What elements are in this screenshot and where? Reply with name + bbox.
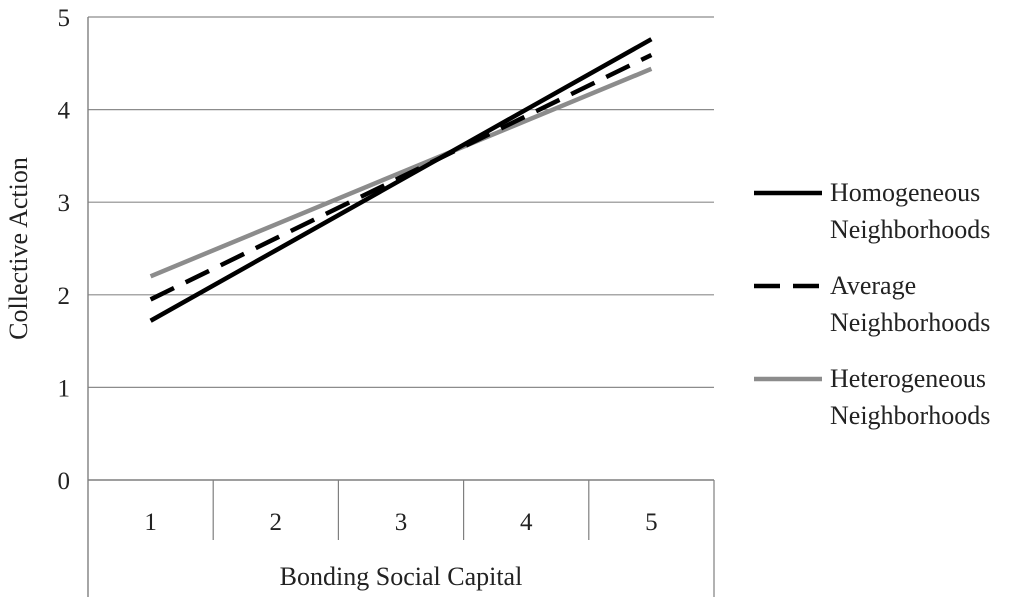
y-tick-label: 5 [58, 5, 71, 32]
series-lines [149, 37, 653, 323]
x-axis-title: Bonding Social Capital [280, 562, 523, 591]
y-tick-label: 4 [58, 98, 71, 125]
y-tick-labels: 0 1 2 3 4 5 [58, 5, 71, 495]
series-line-homogeneous-neighborhoods [149, 37, 653, 323]
x-tick-label: 4 [520, 509, 533, 536]
axes [87, 17, 715, 597]
y-tick-label: 0 [58, 468, 71, 495]
x-tick-labels: 1 2 3 4 5 [144, 509, 657, 536]
x-tick-label: 3 [395, 509, 408, 536]
y-tick-label: 3 [58, 190, 71, 217]
x-tick-label: 5 [645, 509, 658, 536]
y-axis-title: Collective Action [4, 157, 33, 340]
legend-label: Homogeneous Neighborhoods [830, 178, 990, 244]
x-tick-label: 1 [144, 509, 157, 536]
x-tick-label: 2 [270, 509, 283, 536]
legend: Homogeneous Neighborhoods Average Neighborh… [754, 178, 990, 430]
legend-label: Heterogeneous Neighborhoods [830, 364, 990, 430]
legend-label: Average Neighborhoods [830, 271, 990, 337]
series-line-heterogeneous-neighborhoods [149, 66, 653, 279]
y-tick-label: 2 [58, 283, 71, 310]
y-tick-label: 1 [58, 375, 71, 402]
series-line-average-neighborhoods [149, 52, 653, 302]
gridlines [88, 16, 714, 481]
